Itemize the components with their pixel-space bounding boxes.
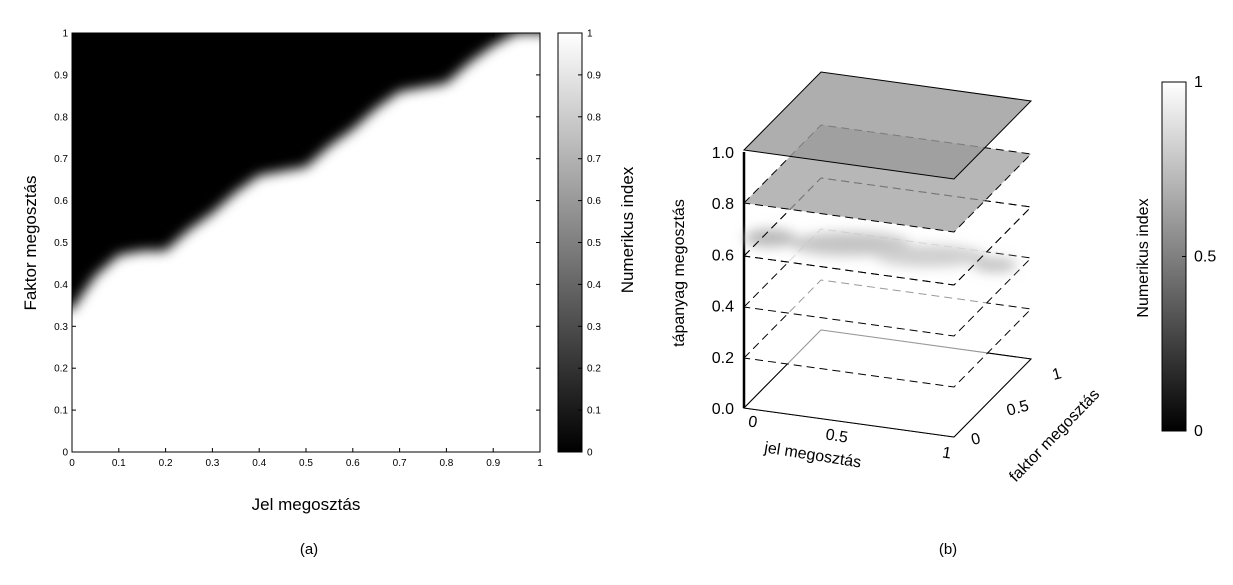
colorbar-b-ticks: 00.51 bbox=[1182, 74, 1216, 440]
z-tick-label: 0.4 bbox=[712, 299, 734, 316]
y-tick-label: 1 bbox=[62, 29, 68, 40]
y-tick-label: 0.1 bbox=[54, 406, 68, 417]
colorbar-b-tick-label: 0 bbox=[1194, 423, 1203, 440]
y-tick-label: 0.3 bbox=[54, 322, 68, 333]
y-tick-label-b: 0 bbox=[969, 430, 982, 449]
y-tick-label: 0.6 bbox=[54, 196, 68, 207]
x-tick-label: 0.5 bbox=[299, 458, 313, 469]
colorbar-a-tick-label: 0.1 bbox=[587, 406, 601, 417]
panel-a: 0 0.1 0.2 0.3 0.4 0.5 0.6 0.7 0.8 0.9 100.10.20.30… bbox=[21, 29, 637, 559]
x-tick-label: 1 bbox=[537, 458, 543, 469]
x-tick-label: 0.6 bbox=[346, 458, 360, 469]
colorbar-a-tick-label: 0.7 bbox=[587, 154, 601, 165]
colorbar-a-ticks: 0 0.1 0.2 0.3 0.4 0.5 0.6 0.7 0.8 0.9 1 bbox=[578, 29, 601, 459]
x-tick-label: 0.8 bbox=[439, 458, 453, 469]
x-tick-label-b: 0.5 bbox=[824, 426, 849, 446]
colorbar-a-tick-label: 0 bbox=[587, 448, 593, 459]
z-tick-label: 0.6 bbox=[712, 247, 734, 264]
x-tick-label: 0.3 bbox=[205, 458, 219, 469]
colorbar-a-tick-label: 0.5 bbox=[587, 238, 601, 249]
y-axis-label: Faktor megosztás bbox=[21, 175, 40, 310]
x-tick-label-b: 0 bbox=[747, 413, 759, 431]
z-tick-label: 0.0 bbox=[712, 401, 734, 418]
x-tick-label: 0.4 bbox=[252, 458, 266, 469]
slices bbox=[742, 71, 1033, 438]
colorbar-a-tick-label: 0.3 bbox=[587, 322, 601, 333]
x-axis-label-b: jel megosztás bbox=[762, 439, 862, 471]
y-tick-label: 0.2 bbox=[54, 364, 68, 375]
axes-a: 0 0.1 0.2 0.3 0.4 0.5 0.6 0.7 0.8 0.9 1 0 0.1 0.2 0.3 0… bbox=[54, 29, 543, 470]
colorbar-a-tick-label: 0.8 bbox=[587, 112, 601, 123]
y-tick-label: 0.7 bbox=[54, 154, 68, 165]
z-axis-label: tápanyag megosztás bbox=[671, 199, 688, 347]
x-axis-label: Jel megosztás bbox=[252, 495, 361, 514]
z-tick-label: 1.0 bbox=[712, 145, 734, 162]
x-tick-label-b: 1 bbox=[941, 444, 953, 462]
colorbar-a-tick-label: 1 bbox=[587, 29, 593, 40]
x-tick-label: 0.7 bbox=[393, 458, 407, 469]
y-tick-label: 0.9 bbox=[54, 70, 68, 81]
x-tick-label: 0.9 bbox=[486, 458, 500, 469]
y-tick-label: 0.4 bbox=[54, 280, 68, 291]
z-tick-label: 0.8 bbox=[712, 196, 734, 213]
colorbar-a-label: Numerikus index bbox=[618, 166, 637, 293]
colorbar-a-tick-label: 0.2 bbox=[587, 364, 601, 375]
y-tick-label: 0.5 bbox=[54, 238, 68, 249]
colorbar-a-tick-label: 0.4 bbox=[587, 280, 601, 291]
caption-b: (b) bbox=[939, 541, 957, 558]
colorbar-b-label: Numerikus index bbox=[1135, 198, 1152, 317]
y-tick-label-b: 0.5 bbox=[1005, 398, 1031, 420]
x-tick-label: 0.1 bbox=[112, 458, 126, 469]
colorbar-a-tick-label: 0.6 bbox=[587, 196, 601, 207]
x-tick-label: 0 bbox=[69, 458, 75, 469]
colorbar-b-tick-label: 1 bbox=[1194, 74, 1203, 91]
z-tick-label: 0.2 bbox=[712, 350, 734, 367]
heatmap-dark-region bbox=[72, 33, 540, 310]
colorbar-b-tick-label: 0.5 bbox=[1194, 249, 1216, 266]
slice-z-0.6-outline bbox=[742, 177, 1033, 286]
slice-z-1.0 bbox=[742, 71, 1033, 180]
y-tick-label-b: 1 bbox=[1050, 365, 1063, 384]
y-tick-label: 0 bbox=[62, 448, 68, 459]
x-tick-label: 0.2 bbox=[159, 458, 173, 469]
caption-a: (a) bbox=[300, 541, 318, 558]
colorbar-a-tick-label: 0.9 bbox=[587, 70, 601, 81]
y-tick-label: 0.8 bbox=[54, 112, 68, 123]
